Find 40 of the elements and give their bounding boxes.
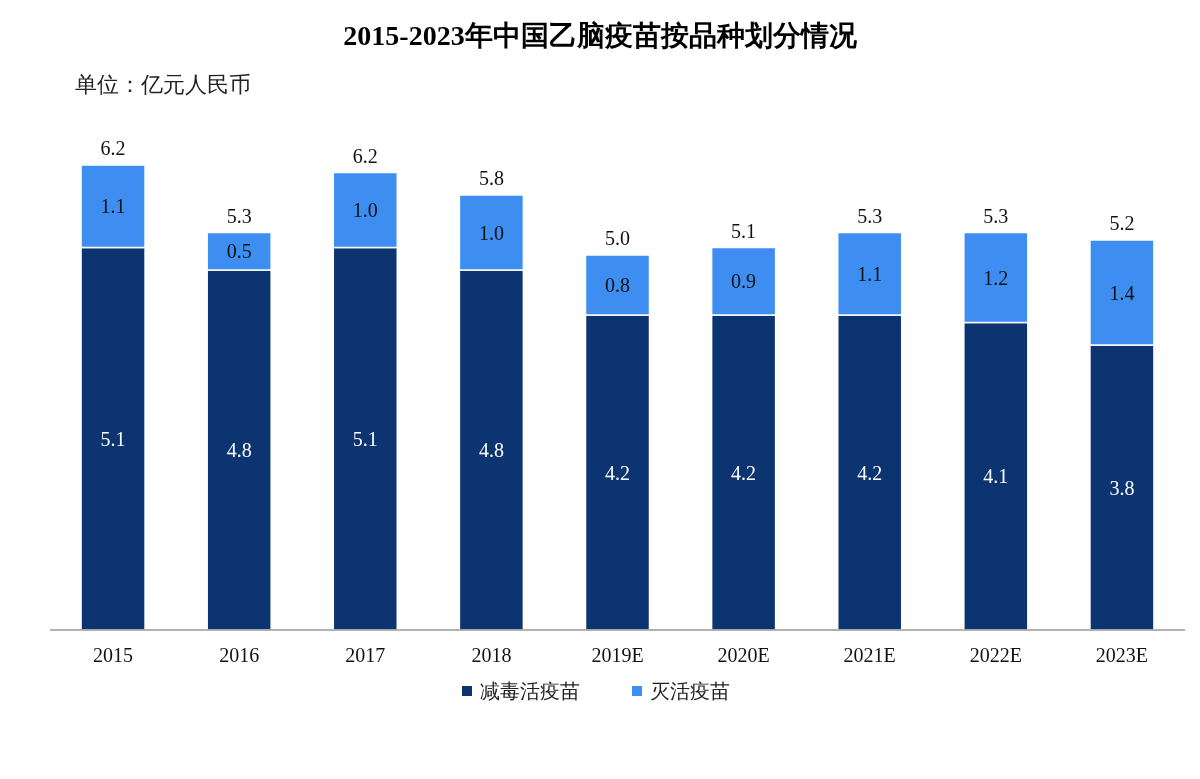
total-label: 5.3 xyxy=(226,204,252,227)
data-label: 1.2 xyxy=(983,266,1009,289)
total-label: 6.2 xyxy=(352,144,378,167)
total-label: 5.1 xyxy=(731,219,757,242)
data-label: 4.2 xyxy=(731,461,757,484)
data-label: 0.5 xyxy=(226,240,252,263)
x-tick-label: 2023E xyxy=(1095,644,1149,666)
data-label: 0.8 xyxy=(605,274,630,296)
data-label: 1.0 xyxy=(352,199,378,221)
data-label: 1.0 xyxy=(478,221,504,244)
x-tick-label: 2022E xyxy=(969,644,1022,666)
x-tick-label: 2019E xyxy=(591,644,644,666)
x-tick-label: 2017 xyxy=(345,644,386,666)
legend-label: 减毒活疫苗 xyxy=(480,680,580,702)
data-label: 5.1 xyxy=(352,427,378,450)
total-label: 5.8 xyxy=(478,167,504,189)
data-label: 1.1 xyxy=(857,262,883,285)
title: 2015-2023年中国乙脑疫苗按品种划分情况 xyxy=(343,20,857,51)
x-tick-label: 2016 xyxy=(219,644,260,666)
data-label: 4.8 xyxy=(226,439,252,461)
total-label: 6.2 xyxy=(100,137,126,159)
data-label: 3.8 xyxy=(1109,476,1135,499)
data-label: 4.2 xyxy=(605,461,630,484)
x-tick-label: 2015 xyxy=(93,644,134,666)
data-label: 1.1 xyxy=(100,195,126,218)
total-label: 5.0 xyxy=(605,227,630,249)
total-label: 5.2 xyxy=(1109,212,1135,234)
x-tick-label: 2021E xyxy=(843,644,896,666)
total-label: 5.3 xyxy=(857,204,883,227)
x-tick-label: 2018 xyxy=(471,644,512,666)
subtitle: 单位：亿元人民币 xyxy=(75,72,251,97)
data-label: 1.4 xyxy=(1109,281,1135,304)
total-label: 5.3 xyxy=(983,204,1009,227)
data-label: 4.1 xyxy=(983,465,1009,488)
data-label: 4.8 xyxy=(478,439,504,461)
data-label: 0.9 xyxy=(731,270,757,293)
data-label: 5.1 xyxy=(100,427,126,450)
x-tick-label: 2020E xyxy=(717,644,770,666)
data-label: 4.2 xyxy=(857,461,883,484)
legend-label: 灭活疫苗 xyxy=(650,680,730,702)
